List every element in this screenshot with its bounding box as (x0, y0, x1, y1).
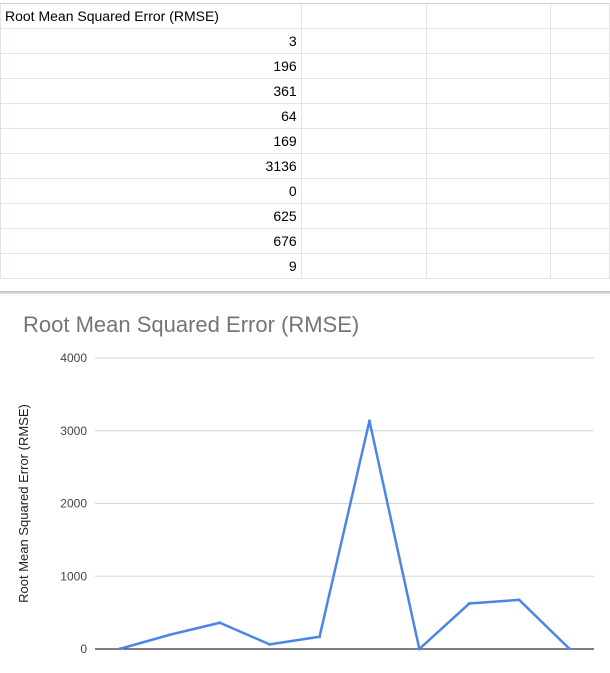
empty-cell[interactable] (549, 78, 610, 104)
y-tick-label: 2000 (60, 497, 87, 511)
empty-cell[interactable] (300, 153, 427, 179)
table-row: 361 (0, 78, 610, 104)
empty-cell[interactable] (425, 3, 551, 29)
table-row: 169 (0, 128, 610, 154)
y-axis-label: Root Mean Squared Error (RMSE) (16, 404, 31, 603)
spreadsheet-grid: Root Mean Squared Error (RMSE) 3 196 361 64 1… (0, 0, 610, 293)
data-point[interactable] (118, 647, 122, 651)
data-table: Root Mean Squared Error (RMSE) 3 196 361 64 1… (0, 3, 610, 279)
value-cell[interactable]: 3 (0, 28, 302, 54)
value-cell[interactable]: 625 (0, 203, 302, 229)
empty-cell[interactable] (300, 178, 427, 204)
empty-cell[interactable] (549, 203, 610, 229)
empty-cell[interactable] (549, 28, 610, 54)
data-point[interactable] (318, 635, 322, 639)
table-row: 3 (0, 28, 610, 54)
empty-cell[interactable] (549, 153, 610, 179)
empty-cell[interactable] (425, 178, 551, 204)
chart-plot: 0 1000 2000 3000 4000 Root Mean Squared Error… (16, 351, 594, 656)
table-row: 196 (0, 53, 610, 79)
empty-cell[interactable] (300, 228, 427, 254)
value-cell[interactable]: 3136 (0, 153, 302, 179)
header-cell[interactable]: Root Mean Squared Error (RMSE) (0, 3, 302, 29)
value-cell[interactable]: 64 (0, 103, 302, 129)
header-row: Root Mean Squared Error (RMSE) (0, 3, 610, 29)
data-point[interactable] (467, 602, 471, 606)
empty-cell[interactable] (425, 253, 551, 279)
data-point[interactable] (168, 633, 172, 637)
data-point[interactable] (268, 642, 272, 646)
data-point[interactable] (567, 646, 571, 650)
empty-cell[interactable] (425, 103, 551, 129)
empty-cell[interactable] (549, 53, 610, 79)
sheet-divider (0, 291, 610, 294)
data-point[interactable] (517, 598, 521, 602)
table-row: 64 (0, 103, 610, 129)
empty-cell[interactable] (549, 3, 610, 29)
series-line[interactable] (119, 419, 570, 651)
table-row: 676 (0, 228, 610, 254)
value-cell[interactable]: 196 (0, 53, 302, 79)
empty-cell[interactable] (425, 228, 551, 254)
empty-cell[interactable] (549, 178, 610, 204)
table-row: 3136 (0, 153, 610, 179)
empty-cell[interactable] (300, 78, 427, 104)
y-tick-label: 0 (80, 642, 87, 656)
empty-cell[interactable] (425, 128, 551, 154)
value-cell[interactable]: 361 (0, 78, 302, 104)
empty-cell[interactable] (425, 153, 551, 179)
empty-cell[interactable] (300, 53, 427, 79)
value-cell[interactable]: 0 (0, 178, 302, 204)
empty-cell[interactable] (300, 253, 427, 279)
empty-cell[interactable] (425, 53, 551, 79)
data-point[interactable] (218, 621, 222, 625)
empty-cell[interactable] (300, 203, 427, 229)
empty-cell[interactable] (549, 128, 610, 154)
table-row: 9 (0, 253, 610, 279)
y-tick-label: 4000 (60, 351, 87, 365)
data-point[interactable] (367, 419, 371, 423)
empty-cell[interactable] (425, 203, 551, 229)
y-tick-label: 1000 (60, 569, 87, 583)
empty-cell[interactable] (300, 128, 427, 154)
value-cell[interactable]: 676 (0, 228, 302, 254)
y-tick-label: 3000 (60, 424, 87, 438)
value-cell[interactable]: 9 (0, 253, 302, 279)
empty-cell[interactable] (549, 103, 610, 129)
value-cell[interactable]: 169 (0, 128, 302, 154)
data-point[interactable] (417, 647, 421, 651)
line-chart[interactable]: Root Mean Squared Error (RMSE) 0 1000 2000… (0, 294, 610, 673)
empty-cell[interactable] (300, 28, 427, 54)
empty-cell[interactable] (425, 78, 551, 104)
empty-cell[interactable] (549, 228, 610, 254)
empty-cell[interactable] (300, 103, 427, 129)
empty-cell[interactable] (549, 253, 610, 279)
empty-cell[interactable] (425, 28, 551, 54)
table-row: 0 (0, 178, 610, 204)
empty-cell[interactable] (300, 3, 427, 29)
chart-title: Root Mean Squared Error (RMSE) (23, 312, 360, 337)
table-row: 625 (0, 203, 610, 229)
